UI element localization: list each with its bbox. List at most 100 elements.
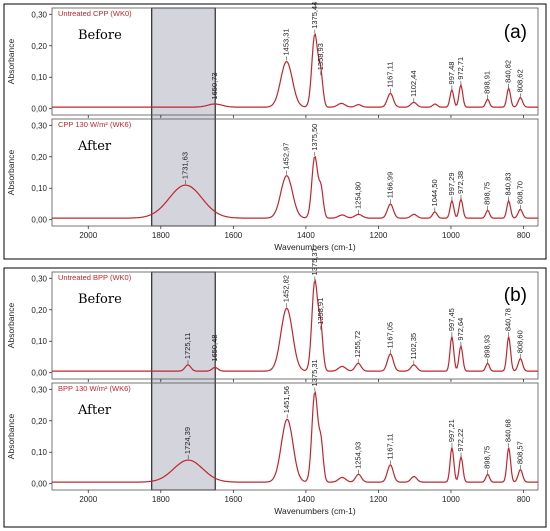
peak-label: 1453,31 <box>282 28 291 55</box>
x-tick-label: 1600 <box>224 231 242 240</box>
subplot-title: CPP 130 W/m² (WK6) <box>58 120 132 129</box>
peak-label: 1102,35 <box>409 333 418 360</box>
peak-label: 1255,72 <box>353 331 362 358</box>
panel-label: (a) <box>504 22 527 43</box>
y-axis-label: Absorbance <box>6 150 16 196</box>
x-tick-label: 1400 <box>297 231 315 240</box>
peak-label: 1375,37 <box>310 248 319 275</box>
peak-label: 1451,56 <box>282 386 291 413</box>
subplot-title: Untreated BPP (WK0) <box>58 273 132 282</box>
peak-label: 898,75 <box>483 446 492 469</box>
peak-label: 1167,11 <box>385 433 394 459</box>
plot-box <box>51 382 539 491</box>
peak-label: 1375,50 <box>310 124 319 151</box>
plot-box <box>51 7 539 116</box>
x-tick-label: 1600 <box>224 495 242 504</box>
peak-label: 808,57 <box>515 441 524 464</box>
y-tick-label: 0,00 <box>31 105 47 114</box>
y-tick-label: 0,10 <box>31 184 47 193</box>
y-axis-label: Absorbance <box>6 414 16 460</box>
peak-label: 997,48 <box>447 61 456 84</box>
y-axis-label: Absorbance <box>6 39 16 85</box>
peak-label: 1650,48 <box>210 335 219 362</box>
condition-note: After <box>77 403 112 418</box>
x-tick-label: 2000 <box>79 231 97 240</box>
y-axis-label: Absorbance <box>6 303 16 349</box>
peak-label: 997,21 <box>447 419 456 442</box>
peak-label: 972,38 <box>456 171 465 194</box>
peak-label: 808,60 <box>515 330 524 353</box>
highlight-band <box>151 7 216 227</box>
peak-label: 898,93 <box>483 335 492 358</box>
peak-label: 840,82 <box>504 60 513 83</box>
peak-label: 1167,11 <box>385 62 394 88</box>
y-tick-label: 0,20 <box>31 153 47 162</box>
y-tick-label: 0,00 <box>31 369 47 378</box>
y-tick-label: 0,20 <box>31 306 47 315</box>
spectrum-series <box>52 390 538 483</box>
peak-label: 808,70 <box>515 181 524 204</box>
condition-note: Before <box>78 28 122 43</box>
y-tick-label: 0,00 <box>31 480 47 489</box>
peak-label: 997,29 <box>447 172 456 195</box>
subplot-before: 0,00 0,10 0,20 0,30 Absorbance Untreated BPP … <box>6 248 539 382</box>
peak-label: 1102,44 <box>409 70 418 97</box>
subplot-before: 0,00 0,10 0,20 0,30 Absorbance Untreated CPP … <box>6 2 539 118</box>
peak-label: 1254,80 <box>354 182 363 209</box>
x-tick-label: 1800 <box>152 231 170 240</box>
peak-label: 1724,39 <box>183 427 192 454</box>
peak-label: 898,75 <box>483 182 492 205</box>
y-tick-label: 0,30 <box>31 274 47 283</box>
peak-label: 1358,91 <box>316 298 325 325</box>
x-tick-label: 1000 <box>442 231 460 240</box>
x-tick-label: 2000 <box>79 495 97 504</box>
peak-label: 840,68 <box>504 419 513 442</box>
peak-label: 1167,05 <box>385 322 394 349</box>
plot-box <box>51 271 539 380</box>
condition-note: Before <box>78 292 122 307</box>
subplot-title: Untreated CPP (WK0) <box>58 9 132 18</box>
chart-panel-b: 0,00 0,10 0,20 0,30 Absorbance Untreated BPP … <box>3 248 547 528</box>
y-tick-label: 0,10 <box>31 73 47 82</box>
x-tick-label: 1400 <box>297 495 315 504</box>
y-tick-label: 0,20 <box>31 42 47 51</box>
peak-label: 840,83 <box>504 172 513 195</box>
peak-label: 1375,31 <box>310 359 319 386</box>
x-tick-label: 1200 <box>370 495 388 504</box>
spectrum-series <box>52 33 538 108</box>
chart-panel-a: 0,00 0,10 0,20 0,30 Absorbance Untreated CPP … <box>3 2 547 260</box>
highlight-band <box>151 271 216 491</box>
peak-label: 1452,82 <box>282 275 291 302</box>
y-tick-label: 0,30 <box>31 121 47 130</box>
peak-label: 1254,93 <box>353 442 362 469</box>
subplot-after: 0,00 0,10 0,20 0,30 Absorbance BPP 130 W/m² (… <box>6 359 539 493</box>
y-tick-label: 0,00 <box>31 216 47 225</box>
x-axis-label: Wavenumbers (cm-1) <box>274 506 356 516</box>
peak-label: 997,45 <box>447 308 456 331</box>
y-tick-label: 0,30 <box>31 385 47 394</box>
x-tick-label: 1200 <box>370 231 388 240</box>
spectrum-series <box>52 279 538 372</box>
plot-box <box>51 118 539 227</box>
spectrum-series <box>52 155 538 219</box>
x-tick-label: 1800 <box>152 495 170 504</box>
peak-label: 1166,99 <box>385 172 394 199</box>
subplot-after: 0,00 0,10 0,20 0,30 Absorbance CPP 130 W/m² (… <box>6 118 539 229</box>
subplot-title: BPP 130 W/m² (WK6) <box>58 384 131 393</box>
peak-label: 1452,97 <box>282 143 291 170</box>
peak-label: 972,71 <box>456 57 465 80</box>
x-tick-label: 1000 <box>442 495 460 504</box>
peak-label: 1358,93 <box>316 43 325 70</box>
peak-label: 1650,73 <box>210 72 219 99</box>
peak-label: 1725,11 <box>183 333 192 360</box>
y-tick-label: 0,10 <box>31 448 47 457</box>
y-tick-label: 0,20 <box>31 417 47 426</box>
y-tick-label: 0,10 <box>31 337 47 346</box>
peak-label: 972,64 <box>456 318 465 341</box>
peak-label: 1044,50 <box>430 179 439 206</box>
peak-label: 840,78 <box>504 308 513 331</box>
panel-label: (b) <box>504 285 527 306</box>
peak-label: 1375,44 <box>310 2 319 29</box>
peak-label: 898,91 <box>483 71 492 94</box>
